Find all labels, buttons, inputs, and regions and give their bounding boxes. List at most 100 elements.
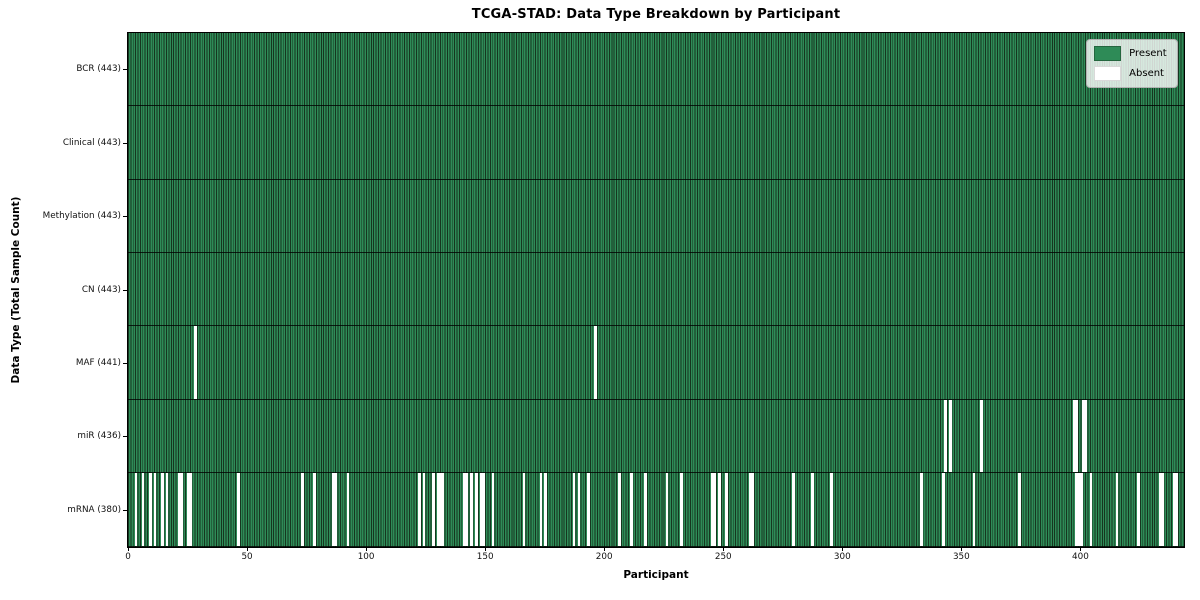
absent-mark-mRNA-217 bbox=[644, 473, 647, 546]
absent-mark-MAF-196 bbox=[594, 326, 597, 399]
absent-mark-mRNA-141 bbox=[463, 473, 466, 546]
y-tick-label-CN: CN (443) bbox=[81, 284, 121, 295]
x-tick-label-0: 0 bbox=[125, 552, 131, 562]
y-tick-mark bbox=[123, 289, 127, 291]
x-tick-mark bbox=[722, 547, 724, 551]
absent-mark-miR-402 bbox=[1084, 399, 1088, 473]
absent-mark-mRNA-26 bbox=[189, 473, 193, 546]
absent-mark-mRNA-149 bbox=[482, 473, 485, 546]
absent-mark-mRNA-173 bbox=[539, 473, 543, 546]
x-tick-label-100: 100 bbox=[357, 552, 375, 562]
absent-mark-mRNA-374 bbox=[1018, 473, 1021, 546]
absent-mark-mRNA-92 bbox=[346, 473, 350, 546]
x-tick-mark bbox=[1079, 547, 1081, 551]
absent-mark-mRNA-146 bbox=[475, 473, 478, 546]
absent-mark-mRNA-73 bbox=[301, 473, 304, 546]
absent-mark-mRNA-333 bbox=[920, 473, 924, 546]
absent-mark-miR-401 bbox=[1082, 399, 1085, 473]
absent-mark-mRNA-130 bbox=[437, 473, 440, 546]
absent-mark-mRNA-3 bbox=[134, 473, 138, 546]
y-tick-mark bbox=[123, 436, 127, 438]
absent-mark-mRNA-226 bbox=[665, 473, 669, 546]
absent-mark-mRNA-86 bbox=[332, 473, 335, 546]
absent-mark-mRNA-166 bbox=[522, 473, 526, 546]
y-tick-label-MAF: MAF (441) bbox=[75, 357, 121, 368]
absent-mark-mRNA-189 bbox=[577, 473, 581, 546]
absent-mark-mRNA-232 bbox=[680, 473, 683, 546]
absent-mark-mRNA-245 bbox=[710, 473, 714, 546]
absent-mark-mRNA-434 bbox=[1160, 473, 1164, 546]
legend-absent-label: Absent bbox=[1129, 67, 1164, 79]
x-tick-mark bbox=[484, 547, 486, 551]
absent-mark-mRNA-246 bbox=[713, 473, 716, 546]
absent-mark-mRNA-124 bbox=[422, 473, 426, 546]
absent-mark-mRNA-404 bbox=[1089, 473, 1093, 546]
x-tick-mark bbox=[841, 547, 843, 551]
y-tick-mark bbox=[123, 216, 127, 218]
legend-item-absent: Absent bbox=[1094, 65, 1167, 81]
absent-mark-mRNA-415 bbox=[1115, 473, 1119, 546]
y-tick-label-BCR: BCR (443) bbox=[76, 64, 121, 75]
y-tick-label-mRNA: mRNA (380) bbox=[67, 504, 121, 515]
absent-mark-mRNA-14 bbox=[160, 473, 164, 546]
absent-mark-mRNA-128 bbox=[432, 473, 435, 546]
absent-mark-mRNA-175 bbox=[544, 473, 547, 546]
x-tick-mark bbox=[960, 547, 962, 551]
absent-mark-mRNA-295 bbox=[830, 473, 833, 546]
row-BCR bbox=[127, 32, 1184, 107]
absent-mark-mRNA-6 bbox=[141, 473, 145, 546]
legend-present-label: Present bbox=[1129, 47, 1167, 59]
x-tick-label-150: 150 bbox=[476, 552, 494, 562]
absent-mark-mRNA-211 bbox=[629, 473, 633, 546]
absent-mark-miR-345 bbox=[949, 399, 952, 473]
absent-mark-mRNA-424 bbox=[1137, 473, 1140, 546]
absent-mark-mRNA-187 bbox=[572, 473, 576, 546]
absent-mark-mRNA-22 bbox=[179, 473, 183, 546]
x-tick-label-300: 300 bbox=[833, 552, 851, 562]
y-tick-mark bbox=[123, 69, 127, 71]
x-tick-mark bbox=[603, 547, 605, 551]
absent-mark-mRNA-251 bbox=[725, 473, 728, 546]
absent-mark-miR-358 bbox=[980, 399, 983, 473]
row-miR bbox=[127, 399, 1184, 474]
absent-mark-mRNA-11 bbox=[153, 473, 157, 546]
plot-area: Present Absent bbox=[126, 31, 1185, 548]
x-axis-title: Participant bbox=[623, 569, 689, 581]
absent-mark-mRNA-248 bbox=[718, 473, 721, 546]
x-tick-mark bbox=[127, 547, 129, 551]
absent-mark-mRNA-87 bbox=[334, 473, 338, 546]
absent-mark-mRNA-25 bbox=[187, 473, 190, 546]
absent-mark-mRNA-261 bbox=[749, 473, 752, 546]
absent-mark-mRNA-46 bbox=[237, 473, 240, 546]
absent-mark-mRNA-148 bbox=[479, 473, 483, 546]
x-tick-label-50: 50 bbox=[241, 552, 253, 562]
row-Methylation bbox=[127, 179, 1184, 253]
legend-item-present: Present bbox=[1094, 45, 1167, 61]
absent-mark-mRNA-342 bbox=[941, 473, 945, 546]
absent-mark-miR-398 bbox=[1075, 399, 1078, 473]
absent-mark-mRNA-440 bbox=[1175, 473, 1178, 546]
absent-mark-mRNA-279 bbox=[791, 473, 795, 546]
absent-mark-mRNA-399 bbox=[1077, 473, 1081, 546]
absent-mark-mRNA-9 bbox=[149, 473, 152, 546]
absent-mark-mRNA-131 bbox=[439, 473, 443, 546]
absent-mark-mRNA-78 bbox=[313, 473, 316, 546]
legend-present-swatch bbox=[1094, 45, 1122, 61]
x-tick-label-200: 200 bbox=[595, 552, 613, 562]
y-tick-mark bbox=[123, 362, 127, 364]
y-tick-mark bbox=[123, 509, 127, 511]
absent-mark-mRNA-400 bbox=[1080, 473, 1083, 546]
y-tick-mark bbox=[123, 142, 127, 144]
x-tick-label-400: 400 bbox=[1072, 552, 1089, 562]
absent-mark-miR-397 bbox=[1072, 399, 1076, 473]
legend: Present Absent bbox=[1086, 38, 1178, 88]
absent-mark-mRNA-21 bbox=[177, 473, 181, 546]
row-CN bbox=[127, 252, 1184, 327]
absent-mark-mRNA-206 bbox=[618, 473, 621, 546]
absent-mark-mRNA-439 bbox=[1172, 473, 1176, 546]
absent-mark-mRNA-144 bbox=[470, 473, 474, 546]
absent-mark-miR-343 bbox=[944, 399, 947, 473]
absent-mark-mRNA-193 bbox=[587, 473, 590, 546]
absent-mark-MAF-28 bbox=[194, 326, 197, 399]
